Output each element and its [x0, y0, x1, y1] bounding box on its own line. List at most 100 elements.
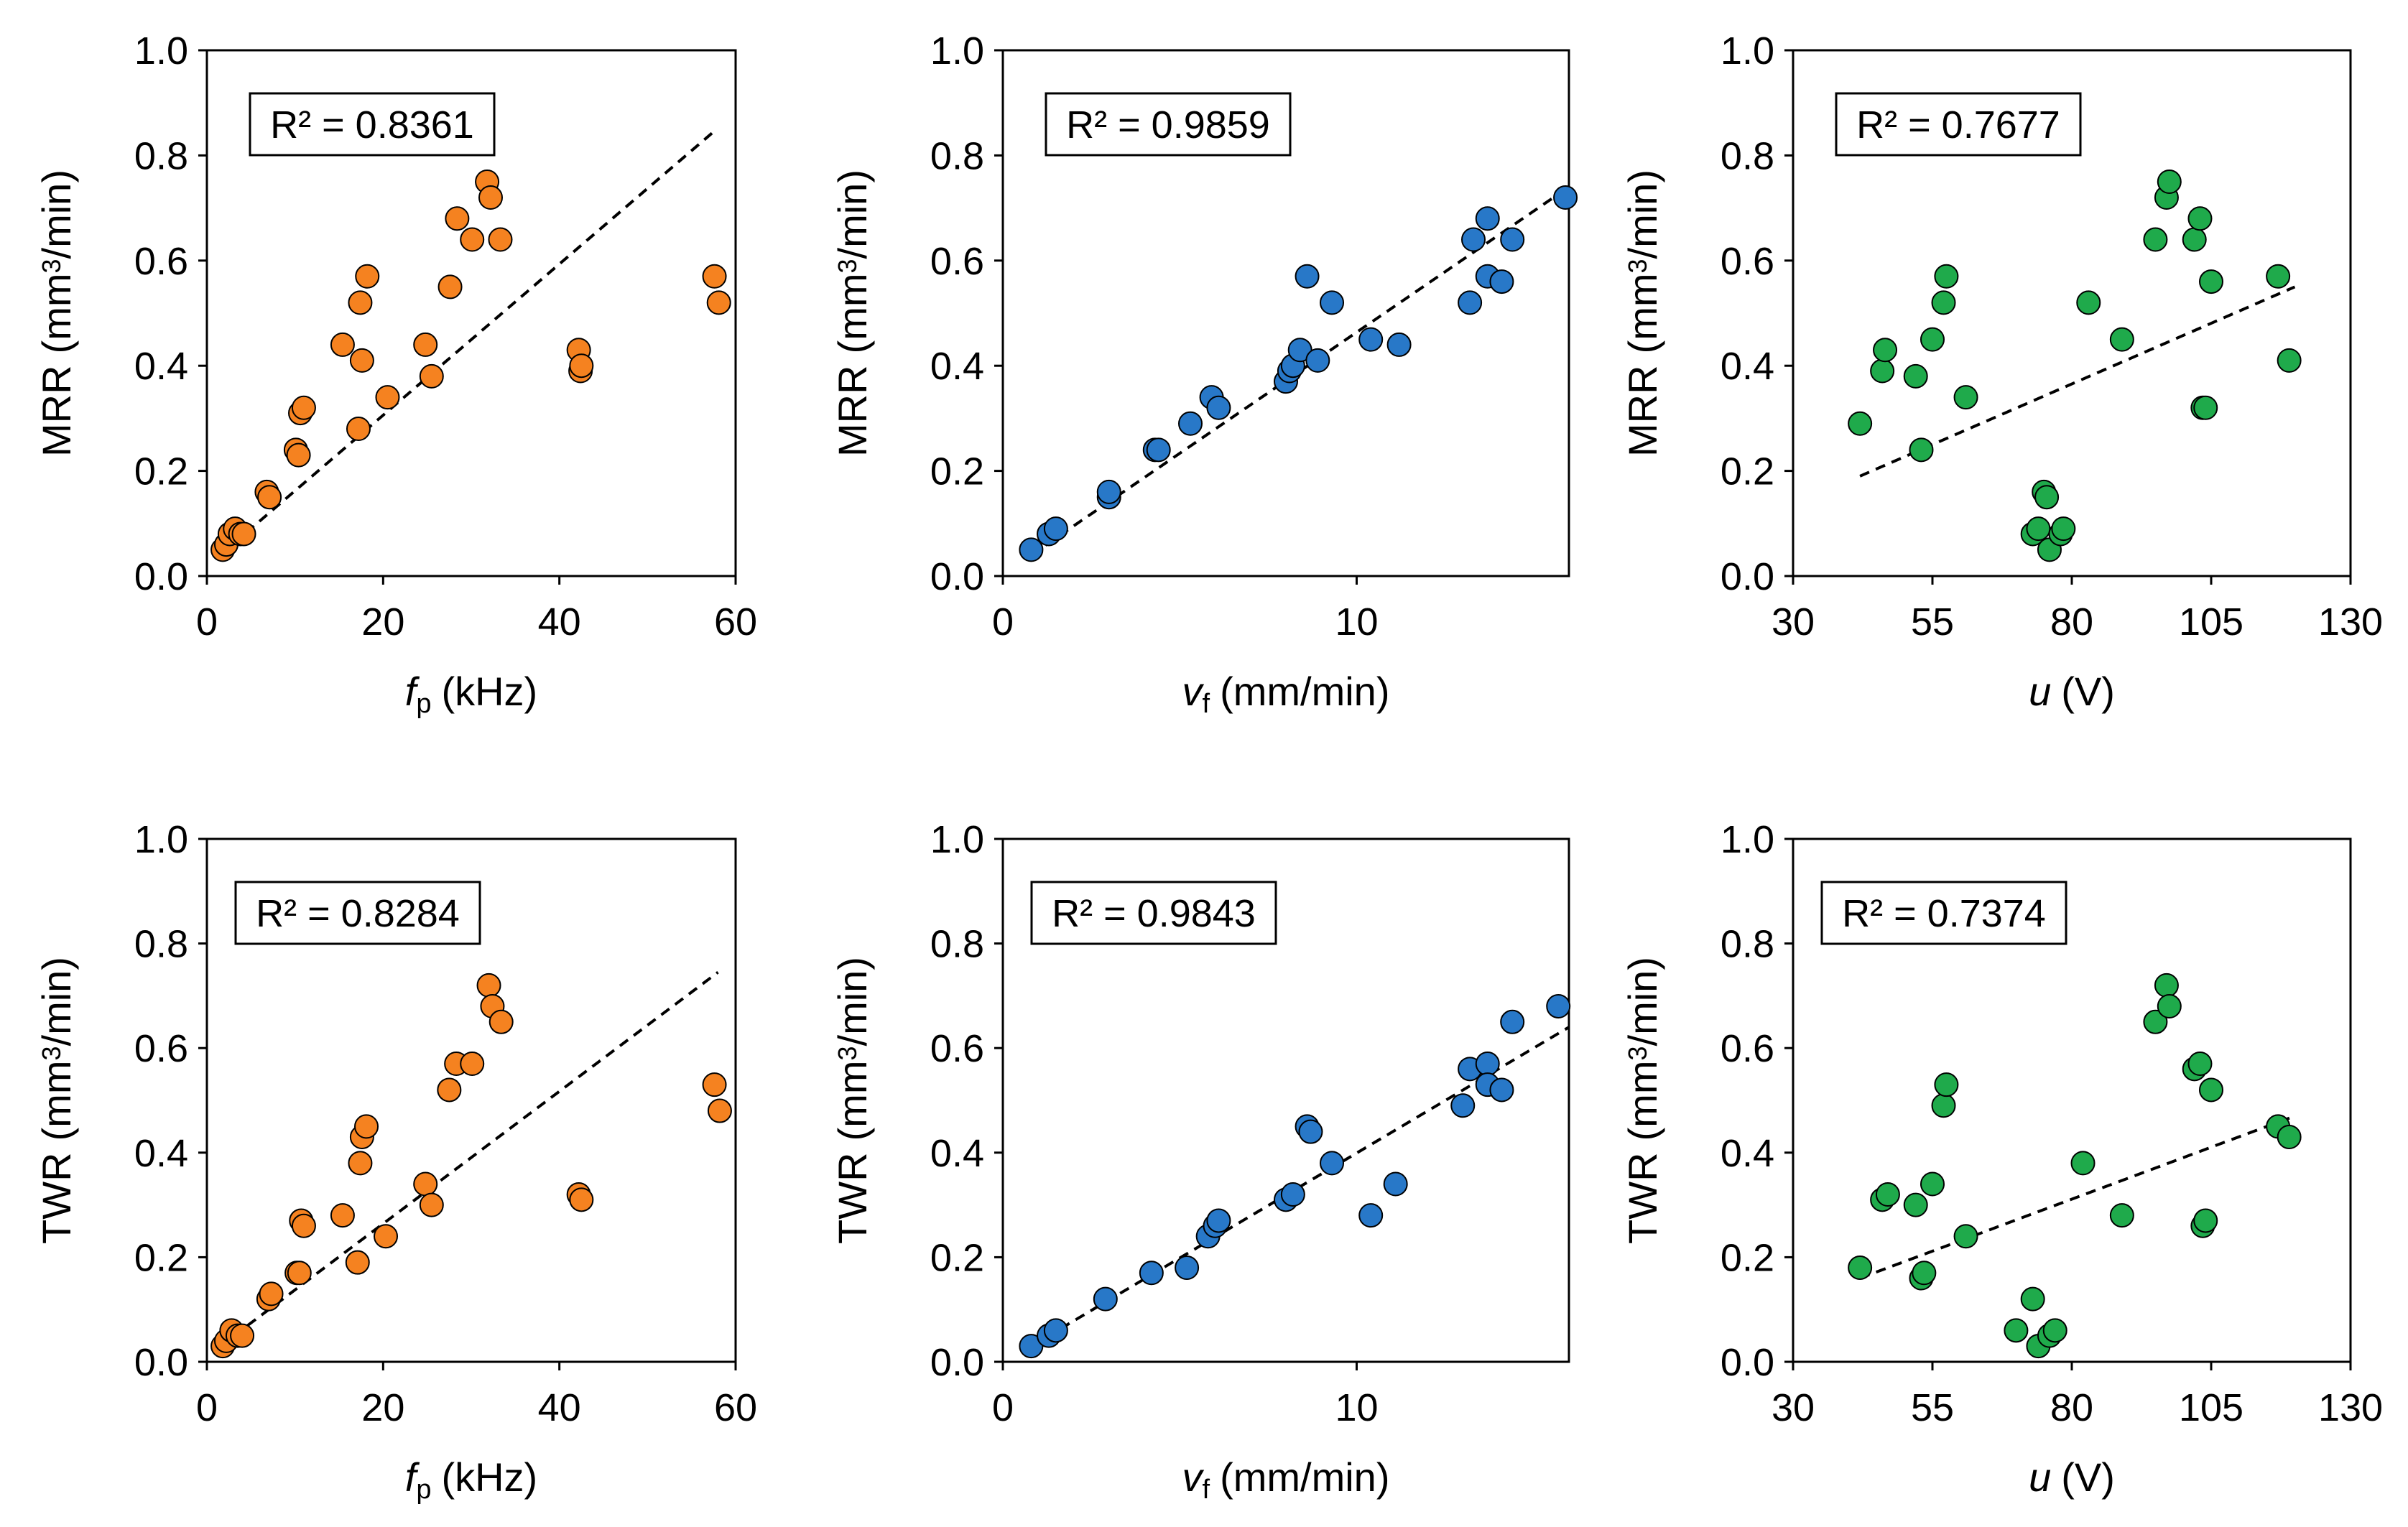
data-point: [1146, 437, 1171, 463]
data-point: [488, 1009, 514, 1034]
r-squared-box: [1045, 92, 1292, 157]
r-squared-box: [249, 92, 496, 157]
y-axis-title-quantity: MRR: [34, 365, 79, 457]
data-point: [291, 1213, 316, 1238]
data-point: [1475, 1052, 1500, 1077]
x-tick-label: 40: [538, 1386, 581, 1429]
data-point: [460, 227, 485, 252]
y-axis-title-unit-tail: /min): [830, 957, 875, 1046]
y-tick-label: 0.6: [1721, 1027, 1774, 1070]
data-point: [348, 290, 373, 315]
data-point: [706, 290, 731, 315]
x-tick-label: 0: [992, 1386, 1014, 1429]
data-point: [330, 332, 355, 357]
r-squared-label: R² = 0.7677: [1856, 103, 2060, 147]
data-point: [1305, 348, 1330, 373]
plot-frame: [205, 837, 737, 1363]
y-axis-title-quantity: TWR: [830, 1152, 875, 1244]
y-tick-label: 0.4: [930, 345, 984, 388]
data-point: [1920, 1171, 1945, 1197]
data-point: [1458, 290, 1483, 315]
y-axis-title-quantity: TWR: [1620, 1152, 1665, 1244]
y-tick-label: 1.0: [134, 818, 188, 861]
r-squared-box: [1030, 881, 1277, 945]
x-axis-title-subscript: p: [416, 689, 431, 719]
x-axis-title: vf (mm/min): [1182, 1454, 1390, 1505]
x-tick-label: 30: [1772, 600, 1815, 644]
data-point: [1903, 363, 1928, 389]
data-point: [231, 521, 256, 547]
x-axis-title: fp (kHz): [405, 669, 537, 719]
y-tick-label: 0.8: [134, 134, 188, 177]
data-point: [2187, 206, 2213, 231]
data-point: [413, 332, 438, 357]
x-tick-label: 130: [2318, 1386, 2383, 1429]
data-point: [569, 353, 594, 379]
data-point: [1934, 1072, 1959, 1097]
data-point: [291, 395, 316, 420]
data-point: [2076, 290, 2101, 315]
y-tick-label: 0.2: [1721, 450, 1774, 493]
data-point: [2034, 485, 2060, 510]
y-tick-label: 0.6: [134, 1027, 188, 1070]
data-point: [569, 1187, 594, 1212]
x-tick-label: 105: [2179, 600, 2243, 644]
data-point: [1461, 227, 1486, 252]
y-tick-label: 0.0: [930, 555, 984, 598]
y-tick-label: 0.6: [930, 1027, 984, 1070]
data-point: [2026, 516, 2051, 542]
y-axis-title-unit: (mm: [830, 274, 875, 354]
x-tick-label: 55: [1911, 1386, 1954, 1429]
data-point: [2199, 269, 2223, 294]
y-tick-label: 0.4: [1721, 1132, 1774, 1175]
r-squared-box: [1820, 881, 2067, 945]
y-tick-label: 0.6: [134, 240, 188, 283]
y-axis-title: TWR (mm3/min): [1620, 957, 1665, 1244]
data-point: [2277, 1124, 2302, 1149]
x-tick-label: 130: [2318, 600, 2383, 644]
plot-frame: [205, 49, 737, 577]
panel-d-twr-vs-pulse-frequency: 0.00.20.40.60.81.00 20 40 60TWR(mm3/min)fp(…: [34, 818, 757, 1505]
data-point: [2277, 348, 2302, 373]
y-axis-title-superscript: 3: [37, 259, 66, 273]
y-tick-label: 0.6: [1721, 240, 1774, 283]
panel-a-mrr-vs-pulse-frequency: 0.00.20.40.60.81.00 20 40 60MRR(mm3/min)fp(…: [34, 29, 757, 719]
x-tick-label: 0: [196, 1386, 218, 1429]
data-point: [1909, 437, 1934, 463]
data-point: [1295, 264, 1320, 289]
data-point: [330, 1203, 355, 1228]
data-point: [375, 385, 400, 410]
data-point: [2109, 327, 2134, 352]
data-point: [2157, 170, 2182, 194]
data-point: [1093, 1286, 1118, 1312]
data-point: [2004, 1318, 2029, 1343]
y-tick-label: 0.2: [1721, 1236, 1774, 1279]
y-axis-title: MRR (mm3/min): [34, 170, 79, 457]
x-axis-title-subscript: f: [1203, 1475, 1210, 1505]
y-tick-label: 0.8: [1721, 923, 1774, 966]
data-point: [1553, 185, 1578, 210]
data-point: [1875, 1182, 1900, 1207]
data-point: [1175, 1255, 1200, 1280]
data-point: [286, 442, 311, 468]
trendline: [1859, 1114, 2296, 1280]
data-point: [1280, 1182, 1305, 1207]
y-axis-title-superscript: 3: [1623, 1046, 1652, 1060]
x-axis-title-variable: v: [1182, 1454, 1205, 1500]
data-point: [2266, 264, 2291, 289]
y-tick-label: 0.2: [930, 1236, 984, 1279]
r-squared-box: [234, 881, 481, 945]
data-point: [2199, 1077, 2223, 1103]
x-axis-title-unit: (mm/min): [1220, 1454, 1389, 1500]
y-tick-label: 1.0: [134, 29, 188, 73]
data-point: [1139, 1261, 1164, 1286]
x-tick-label: 10: [1335, 1386, 1378, 1429]
y-tick-label: 0.2: [134, 1236, 188, 1279]
data-point: [1358, 327, 1384, 352]
x-tick-label: 105: [2179, 1386, 2243, 1429]
data-point: [257, 485, 282, 510]
x-tick-label: 40: [538, 600, 581, 644]
data-point: [702, 1072, 727, 1097]
r-squared-label: R² = 0.8284: [256, 892, 460, 935]
data-point: [1500, 1009, 1525, 1034]
